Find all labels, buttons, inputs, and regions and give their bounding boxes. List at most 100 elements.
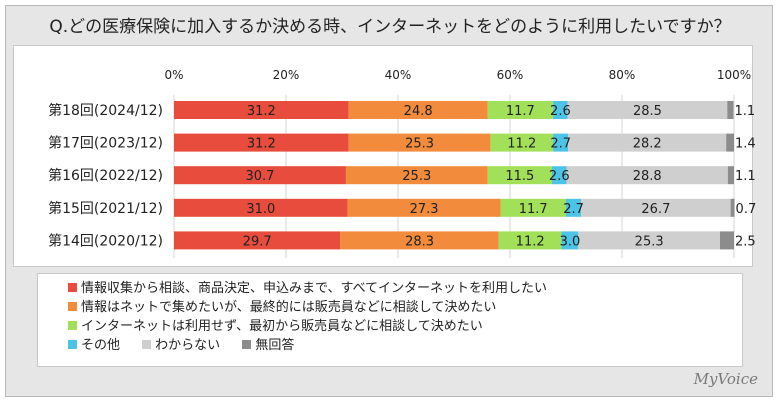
x-tick-label: 60% <box>497 68 524 82</box>
bar-segment <box>578 231 720 250</box>
data-label: 24.8 <box>404 104 433 119</box>
bars <box>174 101 735 250</box>
bar-segment <box>730 198 735 217</box>
bar-segment <box>726 133 734 152</box>
data-label: 11.5 <box>505 169 534 184</box>
y-axis-categories: 第18回(2024/12) 第17回(2023/12) 第16回(2022/12) 第… <box>48 102 163 249</box>
legend-swatch <box>242 340 252 349</box>
bar-segment <box>340 231 499 250</box>
x-tick-label: 80% <box>609 68 636 82</box>
legend-item: 情報はネットで集めたいが、最終的には販売員などに相談して決めたい <box>68 299 496 317</box>
data-label: 25.3 <box>635 234 664 249</box>
data-label: 0.7 <box>736 202 757 217</box>
legend-item: その他 <box>68 337 120 355</box>
data-label: 1.1 <box>735 169 756 184</box>
legend-swatch <box>68 340 77 349</box>
x-tick-label: 20% <box>273 68 300 82</box>
legend-item: インターネットは利用せず、最初から販売員などに相談して決めたい <box>68 318 483 336</box>
legend-row-3: インターネットは利用せず、最初から販売員などに相談して決めたい <box>68 318 501 336</box>
stacked-bar-chart: 0% 20% 40% 60% 80% 100% 第18回(2024/12) 第17回(202… <box>48 68 757 258</box>
data-label: 25.3 <box>405 137 434 152</box>
legend-label: わからない <box>155 338 221 353</box>
bar-segment <box>498 231 562 250</box>
x-tick-label: 100% <box>717 68 751 82</box>
data-label: 1.4 <box>735 137 756 152</box>
legend-label: 無回答 <box>255 338 295 353</box>
legend-item: 情報収集から相談、商品決定、申込みまで、すべてインターネットを利用したい <box>68 280 547 298</box>
data-label: 25.3 <box>402 169 431 184</box>
bar-segment <box>561 231 579 250</box>
data-label: 2.6 <box>549 169 570 184</box>
bar-segment <box>174 198 348 217</box>
brand-logo: MyVoice <box>693 370 758 388</box>
legend-item: わからない <box>142 337 220 355</box>
data-label: 26.7 <box>641 202 670 217</box>
data-label: 1.1 <box>734 104 755 119</box>
data-label: 2.6 <box>550 104 571 119</box>
x-tick-label: 40% <box>385 68 412 82</box>
bar-segment <box>347 198 501 217</box>
bar-segment <box>553 101 568 119</box>
bar-segment <box>581 198 731 217</box>
bar-segment <box>720 231 734 250</box>
chart-title: Q.どの医療保険に加入するか決める時、インターネットをどのように利用したいですか… <box>49 17 731 37</box>
legend-label: 情報はネットで集めたいが、最終的には販売員などに相談して決めたい <box>81 300 497 315</box>
data-label: 11.2 <box>507 137 536 152</box>
bar-segment <box>345 166 488 185</box>
category-label: 第16回(2022/12) <box>48 167 163 184</box>
category-label: 第17回(2023/12) <box>48 135 163 152</box>
legend-label: インターネットは利用せず、最初から販売員などに相談して決めたい <box>81 319 483 334</box>
data-label: 3.0 <box>560 234 581 249</box>
data-label: 2.7 <box>550 137 571 152</box>
bar-segment <box>174 133 349 152</box>
legend-label: 情報収集から相談、商品決定、申込みまで、すべてインターネットを利用したい <box>81 281 548 296</box>
data-label: 28.8 <box>633 169 662 184</box>
data-label: 2.5 <box>735 234 756 249</box>
bar-segment <box>568 133 727 152</box>
data-labels: 31.2 24.8 11.7 2.6 28.5 1.1 31.2 25.3 11.2 2.7 28.… <box>243 104 757 249</box>
x-axis-ticks: 0% 20% 40% 60% 80% 100% <box>164 68 751 82</box>
bar-segment <box>567 101 728 119</box>
bar-segment <box>487 101 554 119</box>
bar-segment <box>348 133 491 152</box>
bar-segment <box>174 231 341 250</box>
bar-segment <box>174 166 346 185</box>
bar-segment <box>490 133 554 152</box>
legend-row-1: 情報収集から相談、商品決定、申込みまで、すべてインターネットを利用したい <box>68 280 565 298</box>
bar-segment <box>566 166 728 185</box>
data-label: 29.7 <box>243 234 272 249</box>
data-label: 11.7 <box>519 202 548 217</box>
legend-swatch <box>68 321 77 330</box>
legend-label: その他 <box>81 338 121 353</box>
data-label: 31.0 <box>246 202 275 217</box>
data-label: 28.2 <box>633 137 662 152</box>
data-label: 31.2 <box>247 104 276 119</box>
plot-panel <box>13 45 753 267</box>
legend-row-2: 情報はネットで集めたいが、最終的には販売員などに相談して決めたい <box>68 299 514 317</box>
bar-segment <box>174 101 349 119</box>
bar-segment <box>727 166 734 185</box>
bar-segment <box>487 166 552 185</box>
legend-swatch <box>68 302 77 311</box>
category-label: 第15回(2021/12) <box>48 200 163 217</box>
bar-segment <box>553 133 569 152</box>
data-label: 28.3 <box>405 234 434 249</box>
data-label: 30.7 <box>245 169 274 184</box>
legend: 情報収集から相談、商品決定、申込みまで、すべてインターネットを利用したい 情報は… <box>37 273 743 367</box>
category-label: 第18回(2024/12) <box>48 102 163 119</box>
bar-segment <box>348 101 488 119</box>
data-label: 28.5 <box>633 104 662 119</box>
data-label: 2.7 <box>563 202 584 217</box>
data-label: 31.2 <box>247 137 276 152</box>
data-label: 11.2 <box>516 234 545 249</box>
bar-segment <box>552 166 567 185</box>
data-label: 27.3 <box>410 202 439 217</box>
bar-segment <box>500 198 566 217</box>
legend-swatch <box>68 283 77 292</box>
bar-segment <box>566 198 582 217</box>
data-label: 11.7 <box>506 104 535 119</box>
legend-swatch <box>142 340 152 349</box>
category-label: 第14回(2020/12) <box>48 232 163 249</box>
legend-item: 無回答 <box>242 337 294 355</box>
legend-row-4: その他 わからない 無回答 <box>68 337 312 355</box>
